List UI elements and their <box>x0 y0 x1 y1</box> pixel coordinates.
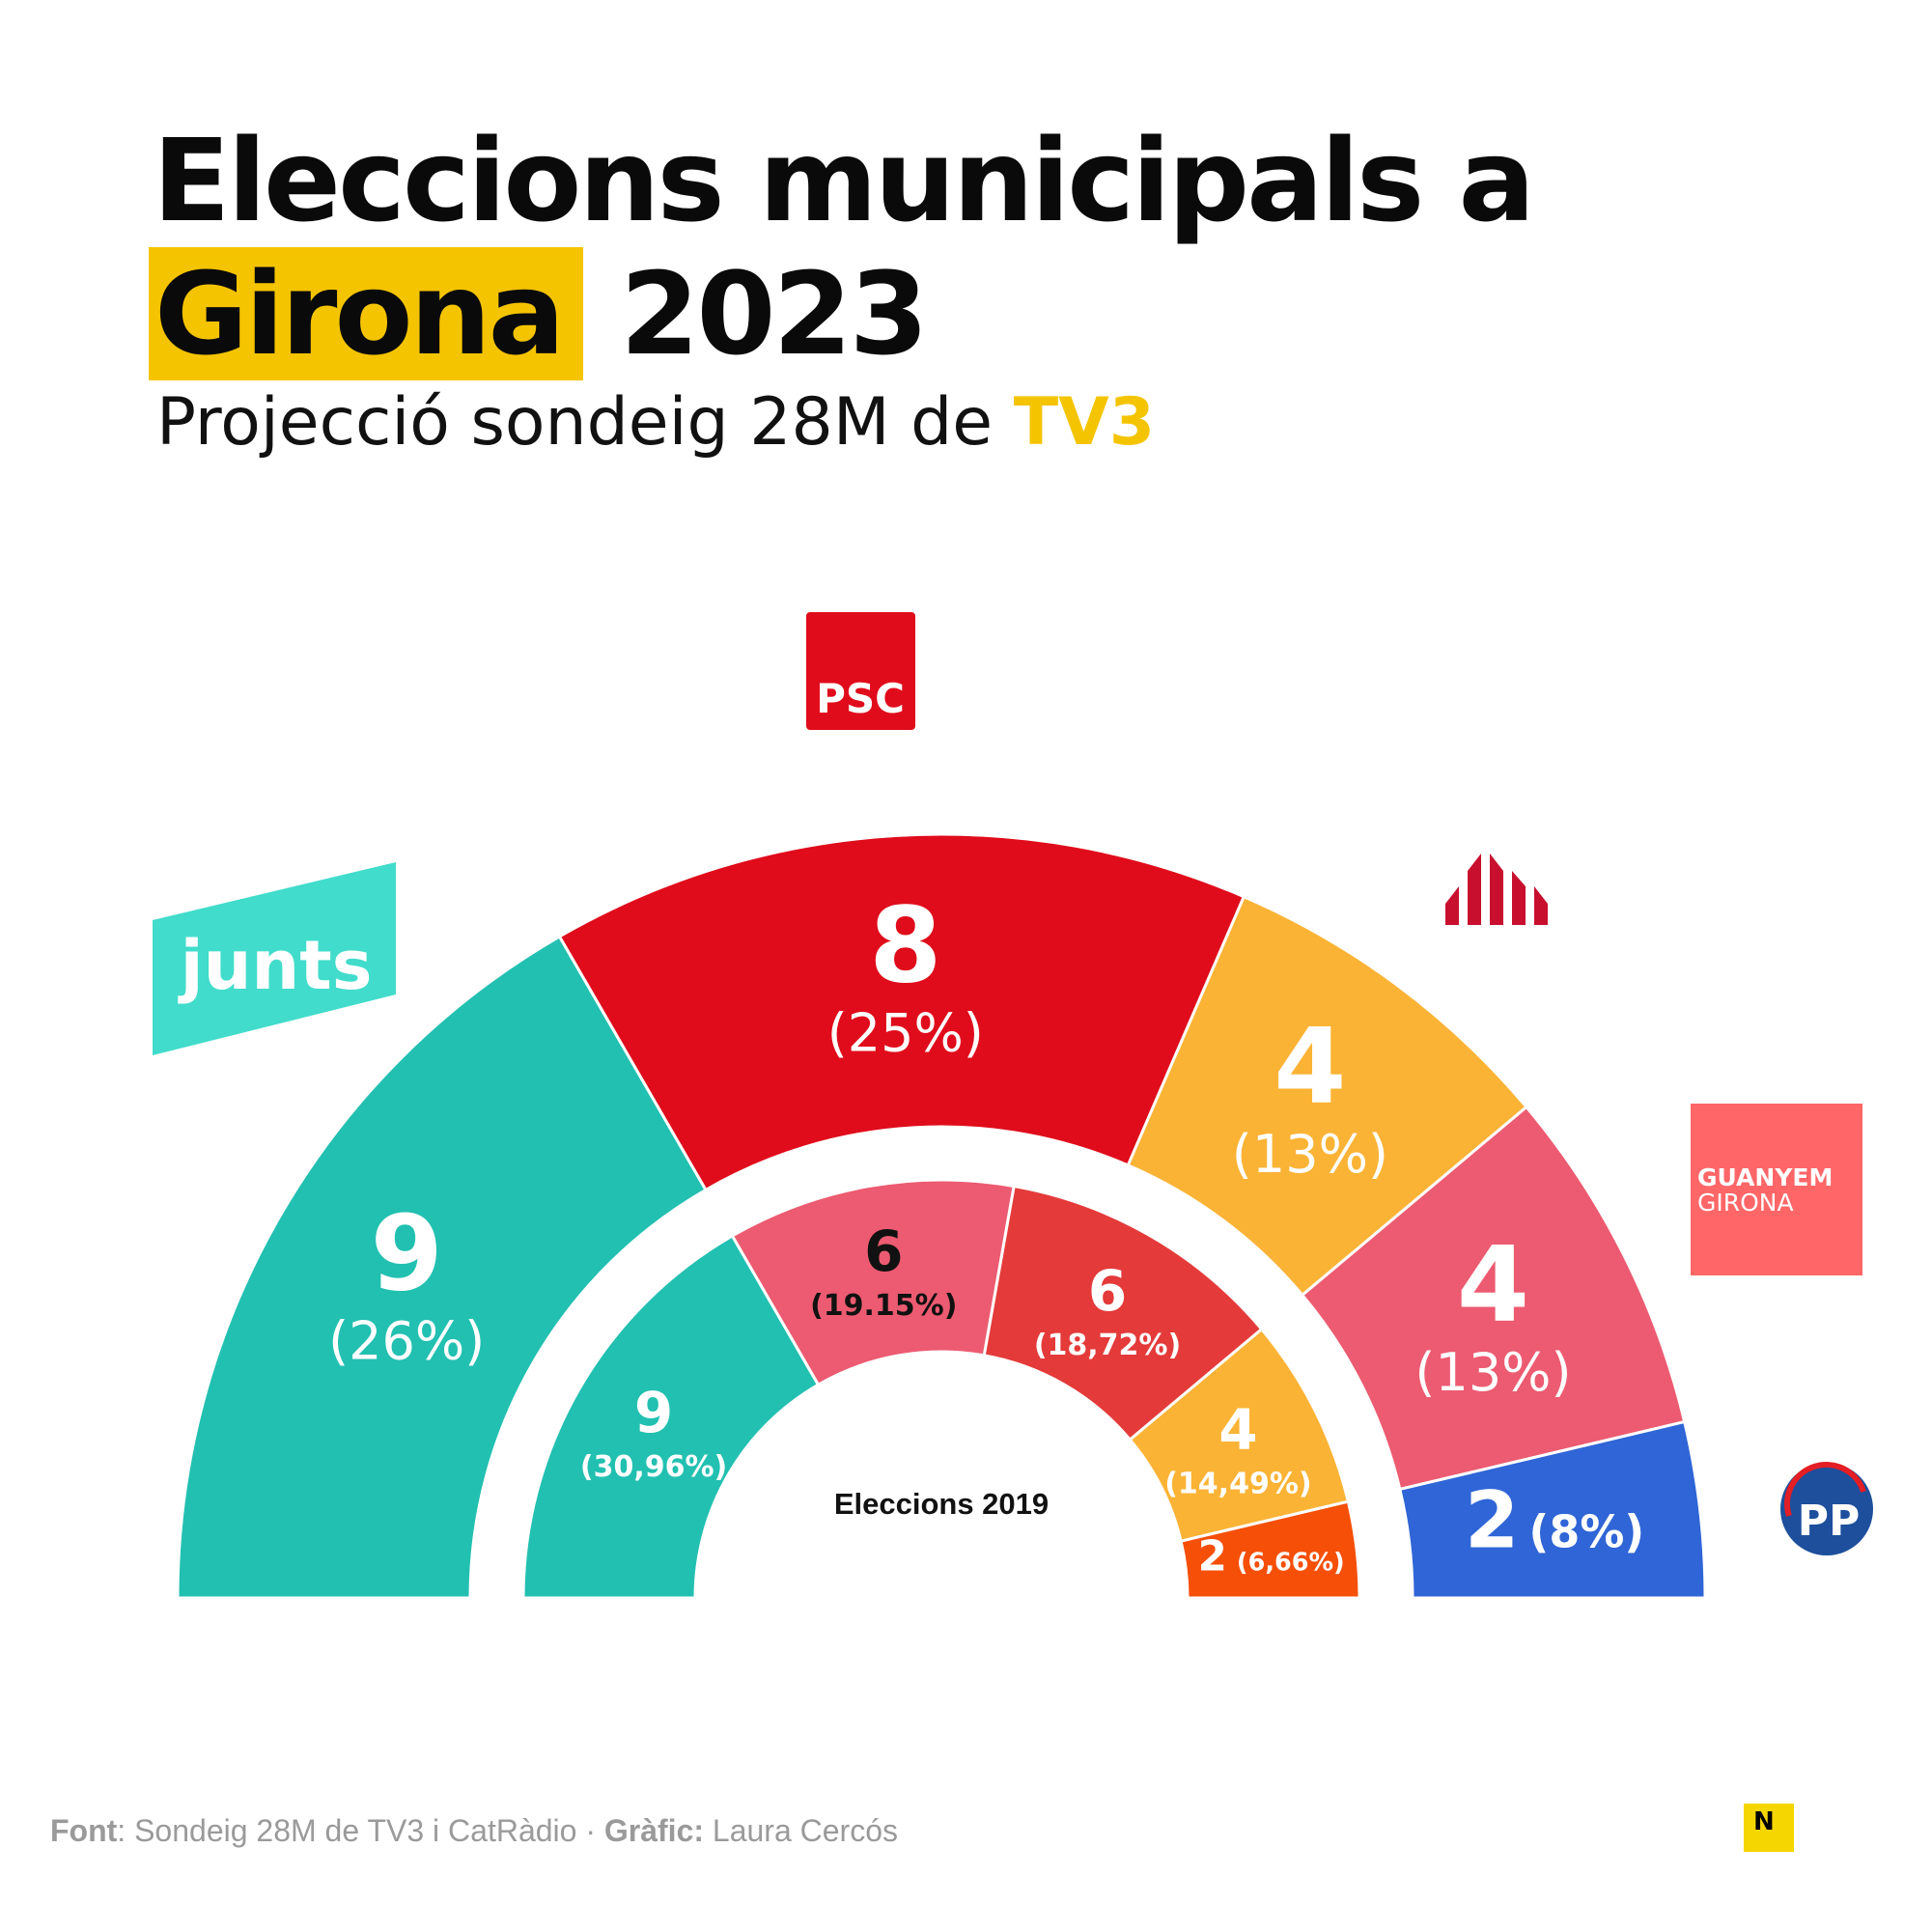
title-year: 2023 <box>620 247 928 380</box>
seats-2023-pct-2: (13%) <box>1232 1124 1388 1185</box>
seats-2019-value-4: 2 <box>1198 1533 1227 1582</box>
source-credit: Font: Sondeig 28M de TV3 i CatRàdio · Gr… <box>50 1813 898 1849</box>
title-line-1: Eleccions municipals a <box>153 114 1535 247</box>
psc-logo-text: PSC <box>816 675 905 722</box>
seats-2023-value-4: 2 <box>1465 1475 1519 1566</box>
seats-2019-pct-2: (18,72%) <box>1034 1329 1181 1362</box>
title-highlight: Girona <box>149 247 584 380</box>
seats-2019-value-2: 6 <box>1088 1258 1127 1324</box>
junts-logo: junts <box>153 862 396 1055</box>
seats-2023-segment-0 <box>176 934 709 1600</box>
seats-2023-pct-4: (8%) <box>1528 1505 1644 1557</box>
seats-2019-pct-1: (19.15%) <box>810 1289 957 1323</box>
center-label-2019: Eleccions 2019 <box>834 1487 1049 1521</box>
seats-2019-pct-0: (30,96%) <box>580 1450 727 1484</box>
seats-2019-value-0: 9 <box>634 1380 673 1445</box>
graphic-text: Laura Cercós <box>704 1813 898 1848</box>
erc-logo <box>1445 854 1548 925</box>
subtitle-text: Projecció sondeig 28M de <box>156 384 994 461</box>
pp-logo-text: PP <box>1798 1497 1861 1546</box>
seats-2023-value-2: 4 <box>1274 1007 1346 1128</box>
publisher-logo: N <box>1744 1804 1794 1852</box>
graphic-label: Gràfic: <box>603 1813 705 1848</box>
seats-2019-value-3: 4 <box>1218 1397 1257 1463</box>
title-line-2: Girona 2023 <box>149 247 1532 380</box>
chart-title: Eleccions municipals a Girona 2023 <box>149 114 1535 380</box>
seats-2019-label-4: 2 (6,66%) <box>1198 1533 1345 1582</box>
junts-logo-text: junts <box>178 926 373 1005</box>
seats-2023-value-0: 9 <box>371 1193 443 1314</box>
seats-2019-segment-4 <box>1179 1499 1361 1600</box>
subtitle-accent: TV3 <box>1013 384 1156 461</box>
seats-2023-pct-0: (26%) <box>328 1310 485 1371</box>
seats-2019-value-1: 6 <box>864 1218 903 1284</box>
guanyem-logo-line-2: GIRONA <box>1697 1189 1794 1217</box>
font-label: Font <box>50 1813 118 1848</box>
seats-2019-pct-4: (6,66%) <box>1237 1549 1345 1578</box>
guanyem-girona-logo: GUANYEM GIRONA <box>1691 1104 1862 1275</box>
ring-2019 <box>521 1178 1361 1600</box>
seats-2023-segment-4 <box>1398 1419 1707 1600</box>
seats-2023-value-3: 4 <box>1457 1225 1529 1346</box>
ring-2023 <box>176 832 1707 1600</box>
seats-2019-segment-0 <box>521 1233 821 1600</box>
psc-logo: PSC <box>806 612 915 730</box>
font-text: : Sondeig 28M de TV3 i CatRàdio · <box>117 1813 604 1848</box>
chart-subtitle: Projecció sondeig 28M de TV3 <box>156 384 1155 462</box>
pp-logo: PP <box>1780 1462 1873 1555</box>
seats-2023-pct-3: (13%) <box>1414 1342 1571 1403</box>
seat-labels: 9(26%)8(25%) 4(13%)4(13%)2 (8%)9(30,96%)6(… <box>328 886 1644 1582</box>
seats-2019-pct-3: (14,49%) <box>1164 1468 1311 1501</box>
seats-2023-value-1: 8 <box>869 886 941 1007</box>
seats-2023-label-4: 2 (8%) <box>1465 1475 1644 1566</box>
seats-2023-pct-1: (25%) <box>827 1003 984 1064</box>
guanyem-logo-line-1: GUANYEM <box>1697 1163 1833 1191</box>
seats-2023-segment-1 <box>557 832 1246 1192</box>
